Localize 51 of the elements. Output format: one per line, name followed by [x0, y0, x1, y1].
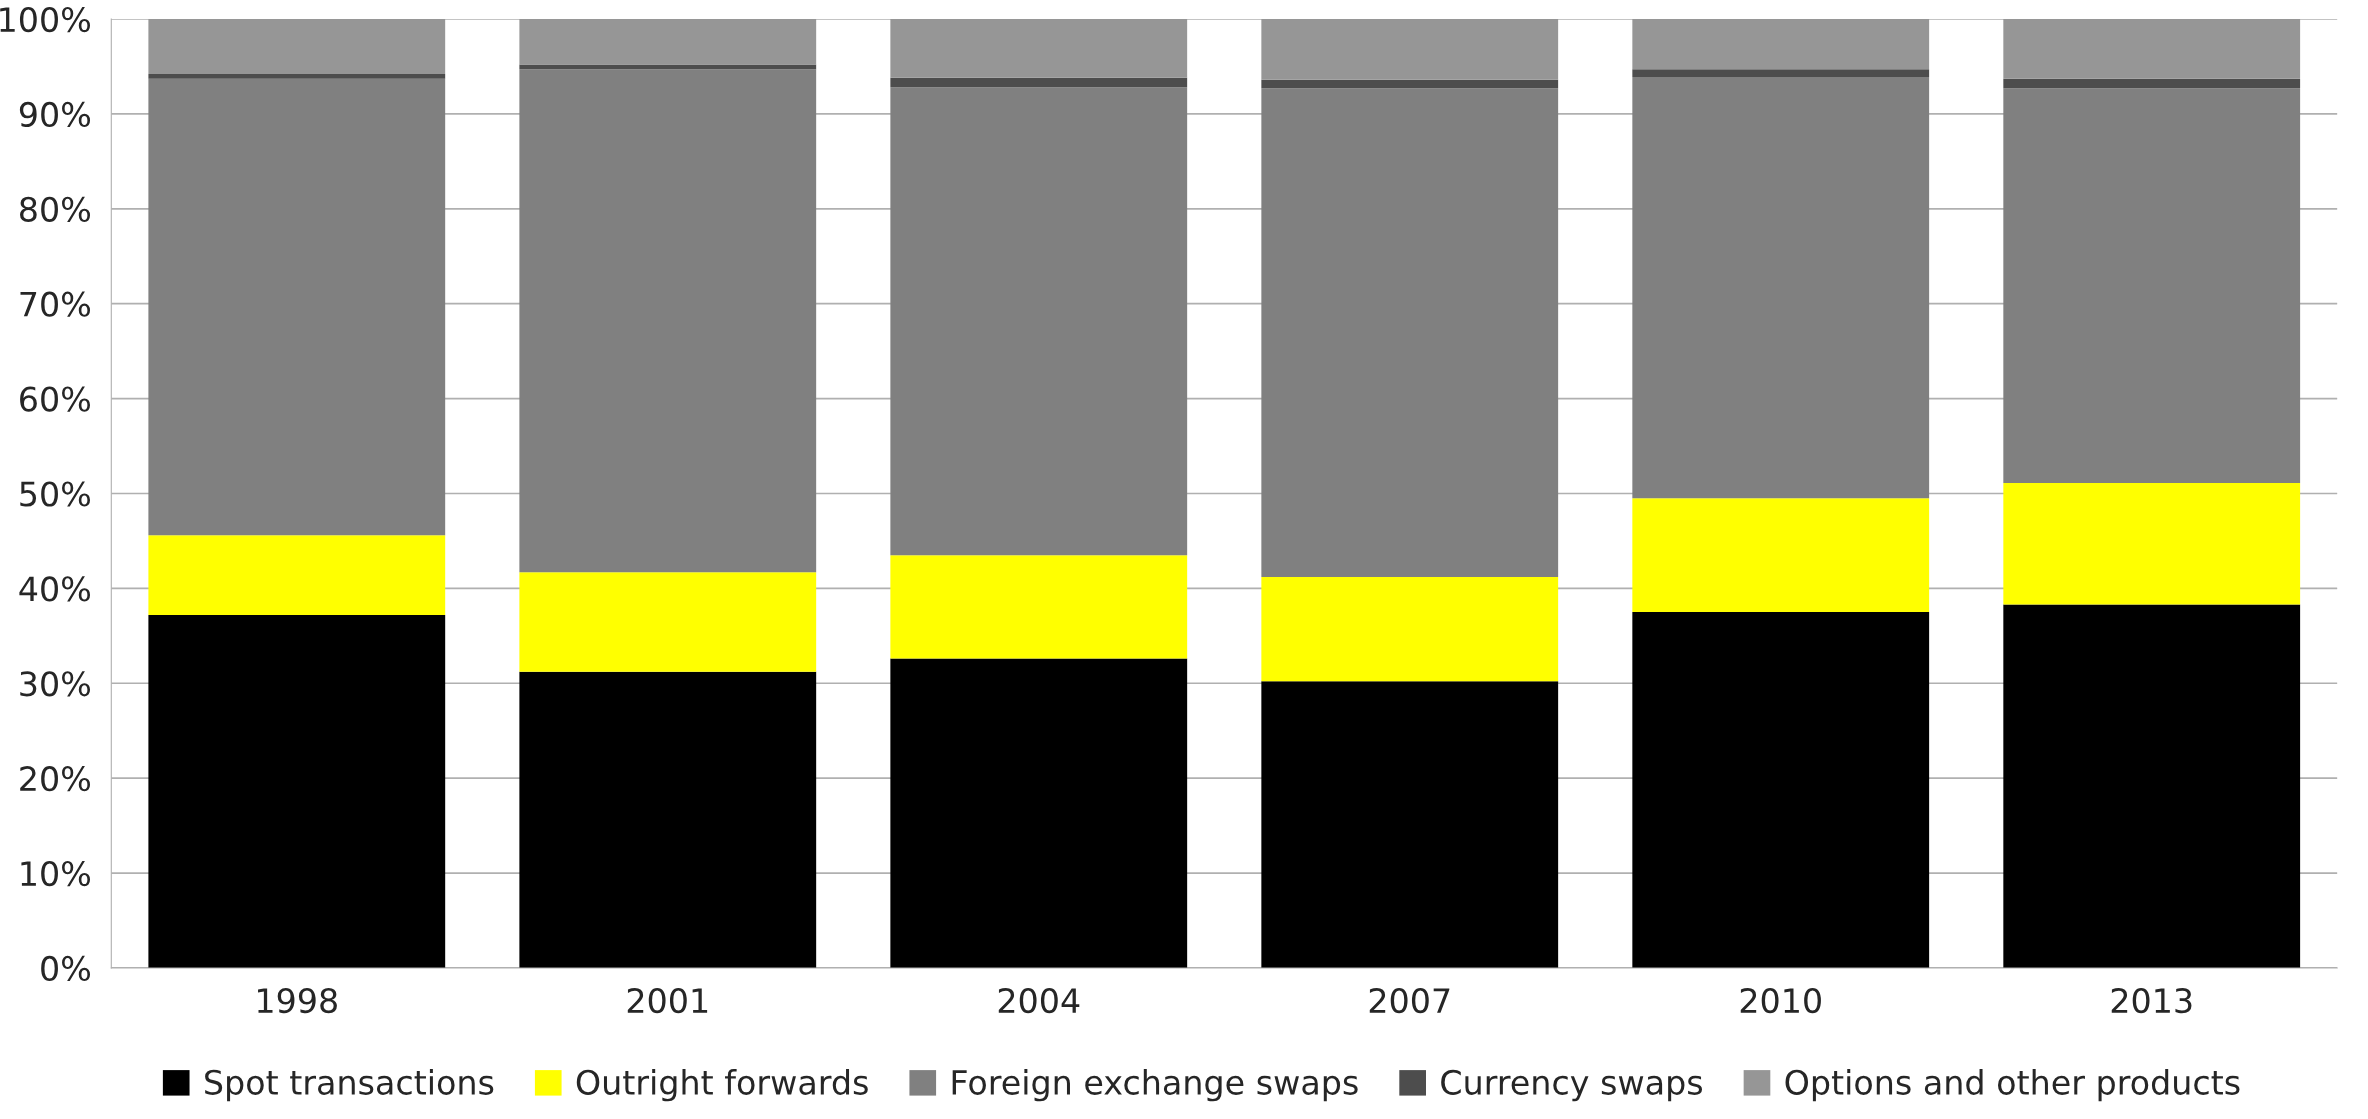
- bar: [148, 614, 446, 968]
- bar: [519, 572, 817, 672]
- bar: [1632, 76, 1930, 499]
- bar: [1632, 612, 1930, 968]
- bar: [1632, 498, 1930, 613]
- y-tick-label: 50%: [20, 481, 91, 507]
- bar: [148, 78, 446, 536]
- legend-label: Options and other products: [1785, 1069, 2240, 1102]
- bar: [519, 671, 817, 968]
- bar: [1632, 69, 1930, 77]
- bar: [890, 555, 1188, 659]
- x-tick-label: 1998: [258, 987, 337, 1014]
- bar: [148, 19, 446, 75]
- y-tick-label: 30%: [20, 671, 91, 697]
- bar: [1261, 88, 1559, 577]
- legend-label: Foreign exchange swaps: [952, 1069, 1358, 1102]
- bar: [890, 77, 1188, 88]
- y-tick-label: 80%: [20, 196, 91, 222]
- x-tick-label: 2013: [2111, 987, 2192, 1014]
- x-tick-label: 2007: [1369, 987, 1450, 1014]
- y-tick-label: 20%: [20, 766, 91, 792]
- legend-label: Currency swaps: [1441, 1069, 1703, 1102]
- x-tick-label: 2010: [1740, 987, 1821, 1014]
- legend-label: Outright forwards: [576, 1069, 868, 1102]
- x-tick-label: 2004: [998, 987, 1080, 1014]
- y-tick-label: 90%: [19, 101, 91, 128]
- bar: [1261, 79, 1559, 89]
- x-tick-label: 2001: [627, 987, 708, 1014]
- bar: [519, 69, 817, 573]
- bar: [148, 535, 446, 615]
- bar: [890, 658, 1188, 968]
- bar: [890, 19, 1188, 78]
- bar: [148, 74, 446, 79]
- y-tick-label: 10%: [21, 860, 91, 887]
- bar: [1261, 681, 1559, 968]
- y-tick-label: 60%: [20, 386, 91, 412]
- bar: [519, 19, 817, 65]
- y-tick-label: 100%: [0, 6, 91, 33]
- y-tick-label: 70%: [20, 291, 91, 317]
- bar: [1632, 19, 1930, 70]
- bar: [2003, 483, 2301, 605]
- y-tick-label: 0%: [41, 955, 91, 982]
- bar: [890, 87, 1188, 556]
- bar: [2003, 88, 2301, 484]
- bar: [1261, 19, 1559, 80]
- bar: [2003, 604, 2301, 968]
- legend-label: Spot transactions: [205, 1069, 494, 1102]
- bar: [2003, 19, 2301, 79]
- y-tick-label: 40%: [19, 576, 91, 602]
- bar: [2003, 78, 2301, 89]
- bar: [1261, 576, 1559, 682]
